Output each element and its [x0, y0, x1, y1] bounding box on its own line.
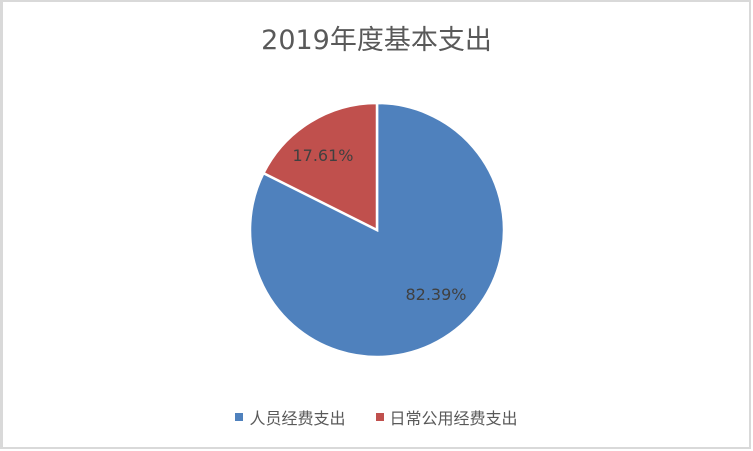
- legend-item-public[interactable]: 日常公用经费支出: [375, 405, 518, 429]
- chart-title: 2019年度基本支出: [261, 25, 492, 56]
- legend-label: 人员经费支出: [249, 409, 346, 428]
- data-label-personnel: 82.39%: [405, 285, 466, 304]
- legend-swatch-icon: [235, 413, 244, 421]
- data-label-public: 17.61%: [292, 146, 353, 165]
- legend-label: 日常公用经费支出: [389, 409, 518, 428]
- legend: 人员经费支出 日常公用经费支出: [0, 405, 753, 429]
- pie-slice-public[interactable]: [261, 101, 379, 233]
- legend-item-personnel[interactable]: 人员经费支出: [235, 405, 346, 429]
- legend-swatch-icon: [375, 413, 384, 421]
